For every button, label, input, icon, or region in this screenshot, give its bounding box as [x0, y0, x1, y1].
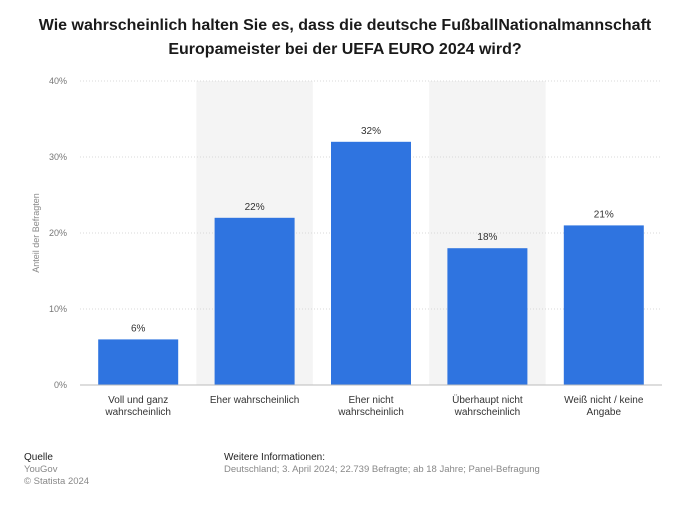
info-text: Deutschland; 3. April 2024; 22.739 Befra…	[224, 464, 540, 475]
bar-value-label: 21%	[594, 209, 614, 220]
category-label: Weiß nicht / keine	[564, 395, 644, 406]
bar-chart: 0% 10% 20% 30% 40% Anteil der Befragten 6% Voll…	[31, 76, 662, 418]
category-label: wahrscheinlich	[454, 407, 521, 418]
y-tick-label: 20%	[49, 228, 67, 238]
category-label: wahrscheinlich	[104, 407, 171, 418]
chart-title: Wie wahrscheinlich halten Sie es, dass d…	[38, 17, 652, 58]
y-tick-label: 30%	[49, 152, 67, 162]
category-label: Voll und ganz	[108, 395, 168, 406]
category-label: Eher nicht	[348, 395, 393, 406]
y-tick-label: 0%	[54, 380, 67, 390]
y-axis-label: Anteil der Befragten	[31, 193, 41, 273]
category-label: wahrscheinlich	[337, 407, 404, 418]
bar	[447, 248, 528, 385]
category-label: Angabe	[587, 407, 622, 418]
copyright: © Statista 2024	[24, 476, 90, 487]
source-heading: Quelle	[24, 452, 53, 463]
bar	[98, 339, 179, 385]
bar-value-label: 22%	[245, 202, 265, 213]
y-tick-label: 40%	[49, 76, 67, 86]
bar	[331, 141, 411, 385]
bar-value-label: 6%	[131, 323, 146, 334]
bar-value-label: 32%	[361, 126, 381, 137]
source-name: YouGov	[24, 464, 58, 475]
info-block: Weitere Informationen: Deutschland; 3. A…	[224, 452, 540, 476]
category-label: Überhaupt nicht	[452, 394, 523, 406]
category-label: Eher wahrscheinlich	[210, 395, 300, 406]
bar-value-label: 18%	[477, 232, 497, 243]
bar	[214, 217, 295, 385]
info-heading: Weitere Informationen:	[224, 452, 325, 463]
source-block: Quelle YouGov © Statista 2024	[24, 452, 89, 488]
y-tick-label: 10%	[49, 304, 67, 314]
bar	[563, 225, 644, 385]
